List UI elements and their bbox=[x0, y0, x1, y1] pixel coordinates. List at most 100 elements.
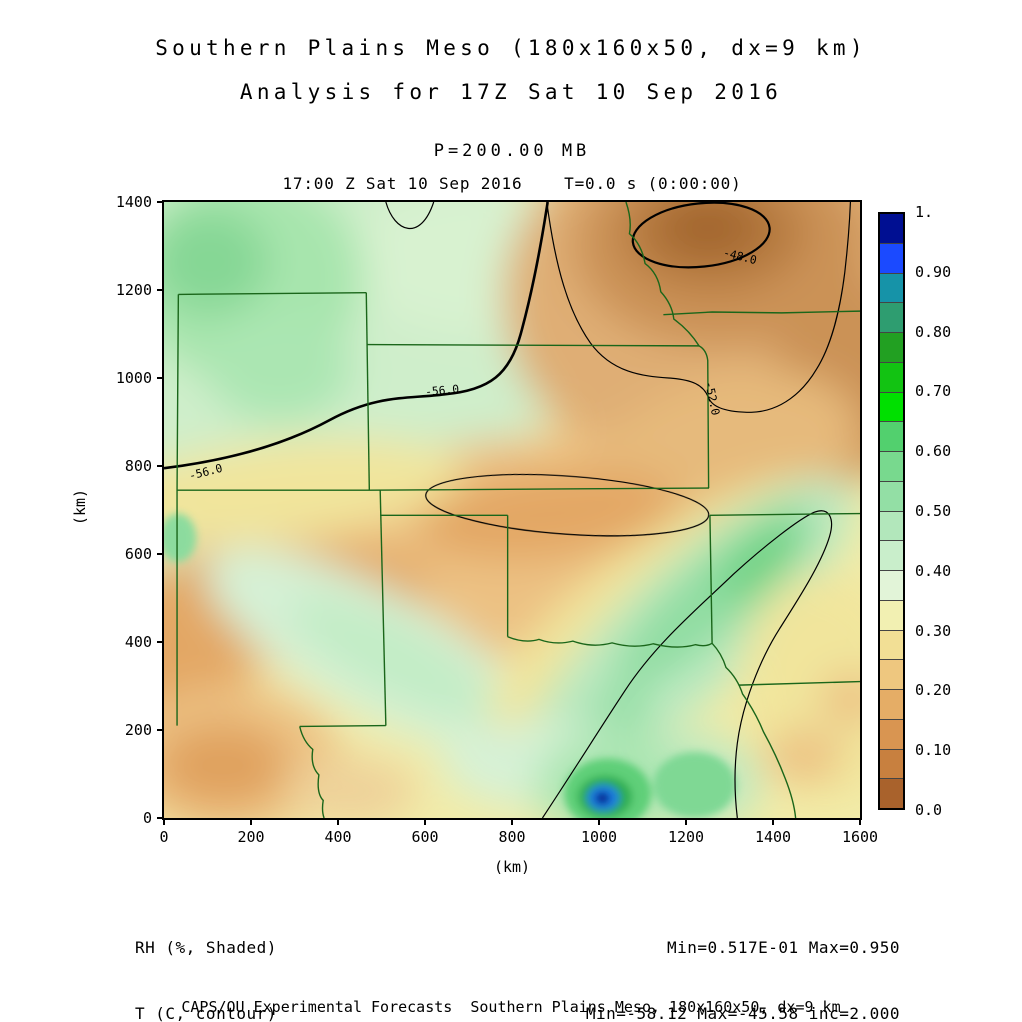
map-plot: -56.0 -56.0 -52.0 -48.0 0 200 400 600 800 100… bbox=[116, 193, 878, 846]
border-mo-ar bbox=[710, 514, 860, 516]
x-tick-label: 400 bbox=[324, 828, 352, 846]
shaded-rh-field bbox=[164, 202, 860, 818]
colorbar-cell bbox=[880, 571, 903, 601]
x-tick-label: 600 bbox=[411, 828, 439, 846]
x-tick-label: 1600 bbox=[841, 828, 879, 846]
y-tick-mark bbox=[157, 201, 164, 203]
border-37n bbox=[177, 488, 709, 490]
y-tick-mark bbox=[157, 377, 164, 379]
colorbar-tick-label: 0.40 bbox=[915, 561, 952, 580]
x-tick-mark bbox=[163, 818, 165, 825]
border-tx-east bbox=[712, 643, 796, 818]
contour-center-oval bbox=[424, 466, 711, 544]
x-tick-label: 200 bbox=[237, 828, 265, 846]
y-tick-label: 1200 bbox=[115, 281, 152, 299]
x-tick-mark bbox=[511, 818, 513, 825]
border-ar-la bbox=[739, 682, 860, 686]
colorbar-tick-label: 0.20 bbox=[915, 681, 952, 700]
colorbar-tick-label: 1. bbox=[915, 203, 934, 221]
x-tick-mark bbox=[598, 818, 600, 825]
y-tick-mark bbox=[157, 465, 164, 467]
x-tick-label: 0 bbox=[159, 828, 169, 846]
x-tick-mark bbox=[859, 818, 861, 825]
colorbar-cell bbox=[880, 511, 903, 542]
colorbar: 1. 0.90 0.80 0.70 0.60 0.50 0.40 0.30 0.20 0.10 0.… bbox=[878, 203, 978, 819]
border-red-river bbox=[508, 637, 712, 647]
field-legend: RH (%, Shaded) T (C, contour) bbox=[135, 893, 277, 1022]
y-axis-title: (km) bbox=[71, 488, 90, 526]
page-subtitle: Analysis for 17Z Sat 10 Sep 2016 bbox=[239, 80, 783, 104]
colorbar-tick-label: 0.0 bbox=[915, 801, 943, 819]
footer-credit: CAPS/OU Experimental Forecasts Southern … bbox=[181, 998, 841, 1016]
border-ks-ne bbox=[367, 345, 699, 346]
page-title: Southern Plains Meso (180x160x50, dx=9 k… bbox=[155, 36, 867, 60]
contour-stats: Min=-58.12 Max=-45.58 inc=2.000 bbox=[585, 1004, 900, 1022]
border-missouri-river bbox=[626, 202, 699, 346]
x-tick-label: 1400 bbox=[754, 828, 792, 846]
colorbar-cell bbox=[880, 422, 903, 452]
colorbar-cell bbox=[880, 273, 903, 304]
y-tick-label: 0 bbox=[142, 809, 152, 827]
colorbar-tick-label: 0.30 bbox=[915, 621, 952, 640]
valid-time-label: 17:00 Z Sat 10 Sep 2016 T=0.0 s (0:00:00… bbox=[282, 174, 742, 193]
y-tick-mark bbox=[157, 553, 164, 555]
colorbar-cell bbox=[880, 779, 903, 808]
border-co-north bbox=[178, 293, 366, 295]
contour-minus48-oval bbox=[630, 202, 773, 274]
colorbar-cell bbox=[880, 243, 903, 274]
x-tick-mark bbox=[772, 818, 774, 825]
x-tick-mark bbox=[424, 818, 426, 825]
x-tick-label: 1200 bbox=[667, 828, 705, 846]
y-tick-mark bbox=[157, 641, 164, 643]
contour-label-minus56-mid: -56.0 bbox=[425, 382, 460, 399]
colorbar-cell bbox=[880, 660, 903, 690]
colorbar-cells bbox=[878, 212, 905, 810]
colorbar-tick-label: 0.60 bbox=[915, 442, 952, 461]
state-borders bbox=[177, 202, 860, 818]
border-ks-mo bbox=[699, 346, 709, 488]
x-tick-mark bbox=[685, 818, 687, 825]
temperature-contours bbox=[164, 202, 850, 818]
colorbar-cell bbox=[880, 630, 903, 661]
y-tick-mark bbox=[157, 289, 164, 291]
colorbar-tick-label: 0.10 bbox=[915, 741, 952, 760]
shaded-field-label: RH (%, Shaded) bbox=[135, 938, 277, 957]
y-tick-label: 600 bbox=[124, 545, 152, 563]
x-axis-title: (km) bbox=[493, 858, 531, 876]
y-tick-label: 400 bbox=[124, 633, 152, 651]
contour-minus52-line bbox=[547, 202, 851, 412]
colorbar-cell bbox=[880, 362, 903, 393]
field-stats: Min=0.517E-01 Max=0.950 Min=-58.12 Max=-… bbox=[586, 893, 900, 1022]
y-tick-label: 200 bbox=[124, 721, 152, 739]
shaded-stats: Min=0.517E-01 Max=0.950 bbox=[666, 938, 900, 957]
y-tick-mark bbox=[157, 817, 164, 819]
border-nm-south-32n bbox=[300, 726, 386, 727]
border-rio-grande bbox=[300, 726, 324, 818]
colorbar-tick-label: 0.90 bbox=[915, 262, 952, 281]
colorbar-cell bbox=[880, 690, 903, 720]
border-ia-mo bbox=[663, 311, 860, 315]
y-tick-label: 1000 bbox=[115, 369, 152, 387]
colorbar-cell bbox=[880, 392, 903, 423]
colorbar-labels: 1. 0.90 0.80 0.70 0.60 0.50 0.40 0.30 0.20 0.10 0.… bbox=[878, 203, 978, 819]
contour-top-dip-line bbox=[386, 202, 434, 229]
border-nm-east bbox=[380, 490, 386, 725]
colorbar-cell bbox=[880, 600, 903, 631]
pressure-level-label: P=200.00 MB bbox=[433, 141, 591, 161]
colorbar-cell bbox=[880, 214, 903, 244]
colorbar-cell bbox=[880, 452, 903, 482]
colorbar-cell bbox=[880, 303, 903, 333]
colorbar-tick-label: 0.50 bbox=[915, 502, 952, 520]
y-tick-label: 800 bbox=[124, 457, 152, 475]
y-tick-mark bbox=[157, 729, 164, 731]
colorbar-tick-label: 0.80 bbox=[915, 322, 952, 341]
contour-label-minus52: -52.0 bbox=[702, 380, 723, 417]
colorbar-cell bbox=[880, 541, 903, 571]
x-tick-label: 1000 bbox=[580, 828, 618, 846]
colorbar-cell bbox=[880, 719, 903, 750]
x-tick-mark bbox=[250, 818, 252, 825]
colorbar-cell bbox=[880, 749, 903, 780]
map-canvas: -56.0 -56.0 -52.0 -48.0 bbox=[164, 202, 860, 818]
border-ok-ar bbox=[710, 515, 712, 643]
